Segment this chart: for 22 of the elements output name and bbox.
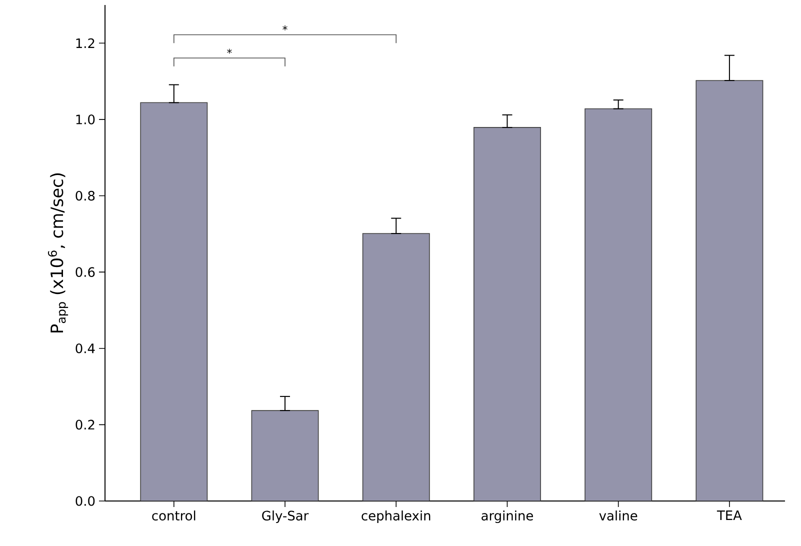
y-tick-label: 0.2 [76,420,94,430]
bar [696,80,764,501]
y-tick-label: 0.0 [76,496,95,506]
y-tick-label: 1.0 [76,114,95,124]
annotation: * [282,25,288,30]
x-tick-label: arginine [482,510,533,524]
x-tick-label: cephalexin [362,510,430,524]
x-tick-label: Gly-Sar [262,510,309,524]
bar [251,410,319,501]
bar [362,233,430,501]
y-tick-label: 0.8 [76,190,95,201]
x-tick-label: valine [599,510,638,521]
bar [474,127,541,501]
y-tick-label: 1.2 [76,38,94,48]
y-axis-title: P$_{app}$ (x10$^{6}$, cm/sec) [48,173,68,332]
x-tick-label: control [152,510,196,521]
y-tick-label: 0.4 [76,343,95,354]
bar [584,108,652,501]
bar [140,102,208,501]
annotation: * [227,48,232,54]
x-tick-label: TEA [716,510,742,520]
y-tick-label: 0.6 [76,267,95,277]
